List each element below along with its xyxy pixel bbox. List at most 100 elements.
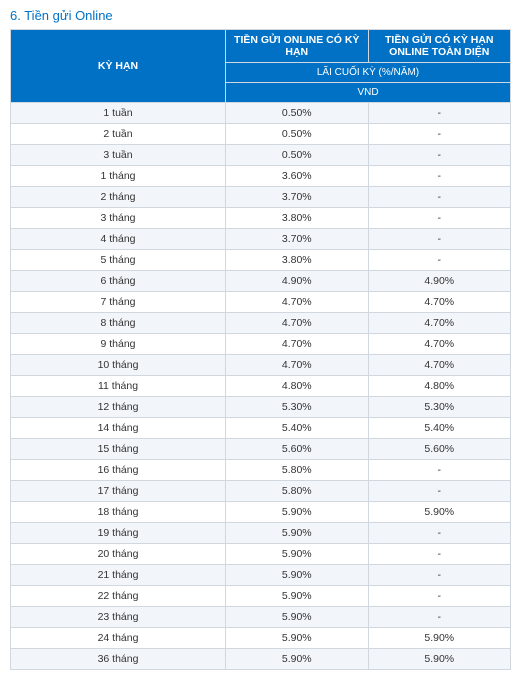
- cell-term: 18 tháng: [11, 502, 226, 523]
- cell-term: 16 tháng: [11, 460, 226, 481]
- cell-rate-b: 4.70%: [368, 313, 511, 334]
- cell-rate-a: 4.90%: [226, 271, 369, 292]
- cell-term: 20 tháng: [11, 544, 226, 565]
- cell-term: 2 tháng: [11, 187, 226, 208]
- table-row: 15 tháng5.60%5.60%: [11, 439, 511, 460]
- cell-rate-a: 3.80%: [226, 208, 369, 229]
- cell-rate-b: -: [368, 565, 511, 586]
- cell-term: 12 tháng: [11, 397, 226, 418]
- table-row: 20 tháng5.90%-: [11, 544, 511, 565]
- table-row: 1 tháng3.60%-: [11, 166, 511, 187]
- rates-tbody: 1 tuần0.50%-2 tuần0.50%-3 tuần0.50%-1 th…: [11, 103, 511, 670]
- cell-rate-a: 3.70%: [226, 187, 369, 208]
- table-row: 36 tháng5.90%5.90%: [11, 649, 511, 670]
- cell-rate-a: 5.60%: [226, 439, 369, 460]
- cell-term: 36 tháng: [11, 649, 226, 670]
- cell-rate-b: -: [368, 145, 511, 166]
- cell-term: 24 tháng: [11, 628, 226, 649]
- cell-rate-a: 5.90%: [226, 523, 369, 544]
- table-row: 17 tháng5.80%-: [11, 481, 511, 502]
- cell-rate-b: -: [368, 544, 511, 565]
- cell-rate-b: -: [368, 460, 511, 481]
- cell-term: 10 tháng: [11, 355, 226, 376]
- cell-term: 8 tháng: [11, 313, 226, 334]
- cell-rate-a: 5.80%: [226, 460, 369, 481]
- header-rate-label: LÃI CUỐI KỲ (%/NĂM): [226, 63, 511, 83]
- cell-rate-a: 3.60%: [226, 166, 369, 187]
- cell-rate-b: 5.90%: [368, 649, 511, 670]
- cell-rate-a: 5.30%: [226, 397, 369, 418]
- cell-rate-b: -: [368, 208, 511, 229]
- cell-rate-b: 4.80%: [368, 376, 511, 397]
- cell-rate-a: 0.50%: [226, 103, 369, 124]
- table-row: 10 tháng4.70%4.70%: [11, 355, 511, 376]
- cell-term: 1 tháng: [11, 166, 226, 187]
- table-row: 9 tháng4.70%4.70%: [11, 334, 511, 355]
- cell-term: 19 tháng: [11, 523, 226, 544]
- cell-rate-b: 4.90%: [368, 271, 511, 292]
- cell-rate-b: -: [368, 103, 511, 124]
- cell-rate-a: 4.70%: [226, 292, 369, 313]
- cell-rate-b: -: [368, 250, 511, 271]
- cell-term: 7 tháng: [11, 292, 226, 313]
- cell-rate-b: 5.40%: [368, 418, 511, 439]
- cell-rate-a: 0.50%: [226, 124, 369, 145]
- cell-rate-a: 5.90%: [226, 649, 369, 670]
- cell-rate-b: 5.90%: [368, 502, 511, 523]
- header-col-b: TIỀN GỬI CÓ KỲ HẠN ONLINE TOÀN DIỆN: [368, 30, 511, 63]
- cell-term: 3 tháng: [11, 208, 226, 229]
- cell-rate-a: 4.70%: [226, 313, 369, 334]
- table-row: 3 tháng3.80%-: [11, 208, 511, 229]
- cell-rate-a: 4.80%: [226, 376, 369, 397]
- cell-term: 21 tháng: [11, 565, 226, 586]
- cell-rate-a: 5.90%: [226, 586, 369, 607]
- table-row: 2 tuần0.50%-: [11, 124, 511, 145]
- cell-rate-b: -: [368, 523, 511, 544]
- cell-rate-a: 5.90%: [226, 628, 369, 649]
- cell-rate-a: 3.80%: [226, 250, 369, 271]
- cell-term: 6 tháng: [11, 271, 226, 292]
- cell-rate-b: -: [368, 586, 511, 607]
- table-row: 5 tháng3.80%-: [11, 250, 511, 271]
- cell-rate-a: 5.40%: [226, 418, 369, 439]
- cell-rate-a: 0.50%: [226, 145, 369, 166]
- cell-term: 11 tháng: [11, 376, 226, 397]
- cell-term: 4 tháng: [11, 229, 226, 250]
- header-term: KỲ HẠN: [11, 30, 226, 103]
- cell-rate-b: 5.90%: [368, 628, 511, 649]
- cell-term: 1 tuần: [11, 103, 226, 124]
- cell-rate-b: -: [368, 481, 511, 502]
- cell-rate-a: 4.70%: [226, 334, 369, 355]
- table-row: 14 tháng5.40%5.40%: [11, 418, 511, 439]
- cell-term: 3 tuần: [11, 145, 226, 166]
- table-row: 7 tháng4.70%4.70%: [11, 292, 511, 313]
- table-row: 1 tuần0.50%-: [11, 103, 511, 124]
- table-row: 23 tháng5.90%-: [11, 607, 511, 628]
- cell-rate-a: 4.70%: [226, 355, 369, 376]
- table-row: 8 tháng4.70%4.70%: [11, 313, 511, 334]
- cell-rate-b: 5.60%: [368, 439, 511, 460]
- cell-rate-a: 5.80%: [226, 481, 369, 502]
- cell-rate-b: -: [368, 166, 511, 187]
- cell-term: 5 tháng: [11, 250, 226, 271]
- cell-rate-b: -: [368, 607, 511, 628]
- cell-term: 2 tuần: [11, 124, 226, 145]
- cell-rate-b: 4.70%: [368, 292, 511, 313]
- header-col-a: TIỀN GỬI ONLINE CÓ KỲ HẠN: [226, 30, 369, 63]
- cell-rate-b: 4.70%: [368, 355, 511, 376]
- cell-rate-a: 3.70%: [226, 229, 369, 250]
- table-row: 3 tuần0.50%-: [11, 145, 511, 166]
- table-row: 24 tháng5.90%5.90%: [11, 628, 511, 649]
- table-row: 2 tháng3.70%-: [11, 187, 511, 208]
- table-row: 12 tháng5.30%5.30%: [11, 397, 511, 418]
- table-row: 22 tháng5.90%-: [11, 586, 511, 607]
- cell-rate-a: 5.90%: [226, 607, 369, 628]
- header-currency: VND: [226, 83, 511, 103]
- cell-term: 9 tháng: [11, 334, 226, 355]
- cell-rate-a: 5.90%: [226, 502, 369, 523]
- cell-rate-b: -: [368, 229, 511, 250]
- cell-rate-b: -: [368, 187, 511, 208]
- cell-term: 14 tháng: [11, 418, 226, 439]
- cell-rate-b: -: [368, 124, 511, 145]
- table-row: 19 tháng5.90%-: [11, 523, 511, 544]
